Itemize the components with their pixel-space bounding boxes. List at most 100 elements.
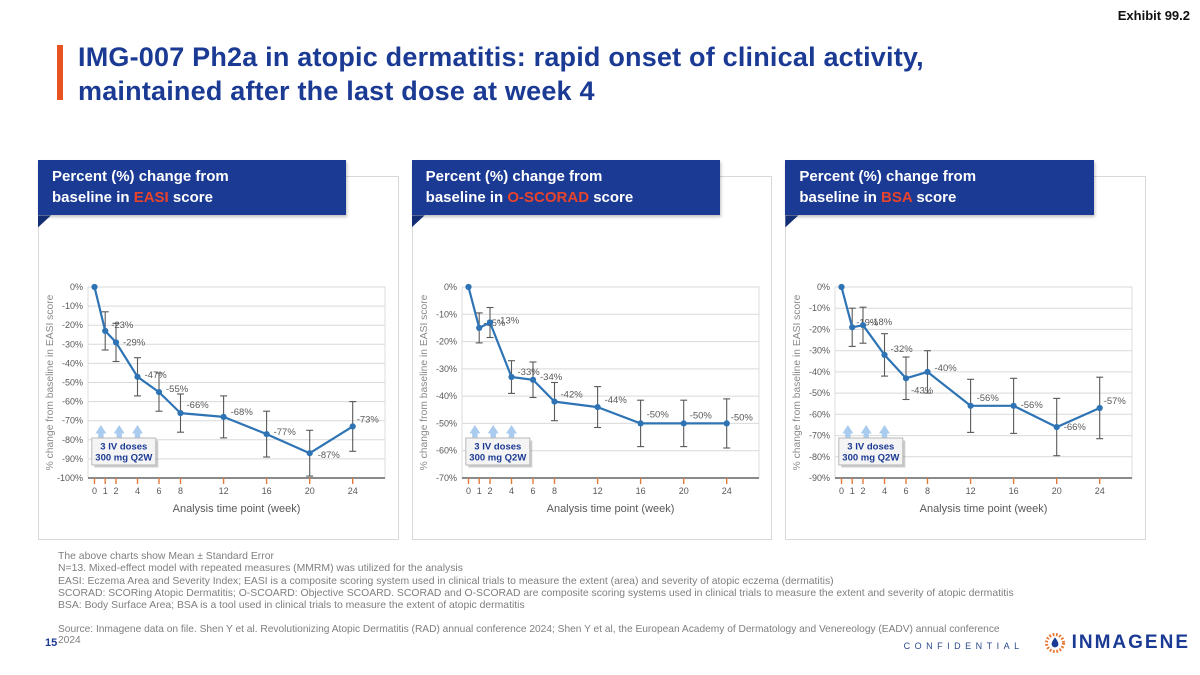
confidential-label: CONFIDENTIAL [903, 641, 1024, 651]
svg-text:-42%: -42% [560, 390, 583, 401]
svg-text:0: 0 [466, 486, 471, 496]
svg-text:16: 16 [635, 486, 645, 496]
chart-svg-oscorad: 0%-10%-20%-30%-40%-50%-60%-70%0 1 2 4 6 8 12 16… [419, 282, 760, 515]
svg-text:-55%: -55% [166, 384, 189, 395]
footnotes: The above charts show Mean ± Standard Er… [58, 551, 1170, 612]
svg-text:-20%: -20% [62, 320, 83, 330]
svg-text:-66%: -66% [187, 400, 210, 411]
banner-highlight: BSA [881, 188, 913, 206]
svg-text:2: 2 [487, 486, 492, 496]
svg-text:Analysis time point (week): Analysis time point (week) [920, 503, 1048, 515]
svg-text:-77%: -77% [274, 427, 297, 438]
svg-text:-70%: -70% [809, 431, 830, 441]
svg-text:6: 6 [904, 486, 909, 496]
svg-text:24: 24 [721, 486, 731, 496]
footnote-line: BSA: Body Surface Area; BSA is a tool us… [58, 600, 525, 612]
svg-text:-50%: -50% [809, 388, 830, 398]
svg-text:-60%: -60% [809, 409, 830, 419]
inmagene-logo-icon [1044, 633, 1065, 653]
charts-section: Percent (%) change from baseline in EASI… [38, 160, 1147, 540]
svg-text:-40%: -40% [436, 391, 457, 401]
svg-text:-73%: -73% [357, 414, 380, 425]
svg-text:4: 4 [882, 486, 887, 496]
svg-text:16: 16 [1009, 486, 1019, 496]
svg-text:-68%: -68% [231, 407, 254, 418]
svg-text:6: 6 [530, 486, 535, 496]
svg-text:-13%: -13% [497, 316, 520, 327]
inmagene-logo: INMAGENE [1042, 630, 1190, 656]
svg-text:-50%: -50% [646, 409, 669, 420]
svg-text:0%: 0% [817, 282, 830, 292]
svg-text:-56%: -56% [1021, 400, 1044, 411]
svg-text:8: 8 [552, 486, 557, 496]
svg-text:-40%: -40% [62, 358, 83, 368]
footnote-line: SCORAD: SCORing Atopic Dermatitis; O-SCO… [58, 587, 1014, 599]
banner-line1: Percent (%) change from [799, 168, 977, 185]
page-title: IMG-007 Ph2a in atopic dermatitis: rapid… [78, 40, 1138, 109]
svg-text:12: 12 [219, 486, 229, 496]
svg-text:-33%: -33% [517, 367, 540, 378]
svg-text:% change from baseline in EASI: % change from baseline in EASI score [45, 294, 56, 470]
footer-right: CONFIDENTIAL INMAGENE [904, 630, 1190, 656]
svg-text:-30%: -30% [436, 364, 457, 374]
banner-line1: Percent (%) change from [52, 168, 229, 185]
svg-text:-40%: -40% [935, 363, 958, 374]
svg-text:-70%: -70% [436, 473, 457, 483]
svg-text:-23%: -23% [111, 320, 134, 331]
footnote-line: EASI: Eczema Area and Severity Index; EA… [58, 575, 834, 587]
svg-text:-10%: -10% [809, 303, 830, 313]
svg-text:-44%: -44% [604, 395, 627, 406]
svg-text:1: 1 [476, 486, 481, 496]
exhibit-label: Exhibit 99.2 [1117, 8, 1190, 23]
svg-text:-10%: -10% [436, 309, 457, 319]
svg-text:-87%: -87% [318, 450, 341, 461]
svg-text:% change from baseline in EASI: % change from baseline in EASI score [792, 294, 803, 470]
svg-text:2: 2 [861, 486, 866, 496]
svg-text:-100%: -100% [57, 473, 83, 483]
svg-text:6: 6 [156, 486, 161, 496]
svg-text:3 IV doses: 3 IV doses [848, 442, 895, 453]
title-accent-bar [57, 45, 63, 100]
svg-text:8: 8 [925, 486, 930, 496]
svg-text:-60%: -60% [62, 397, 83, 407]
svg-text:-34%: -34% [540, 372, 563, 383]
svg-text:-50%: -50% [730, 412, 753, 423]
svg-text:-80%: -80% [809, 452, 830, 462]
svg-text:2: 2 [113, 486, 118, 496]
svg-text:-20%: -20% [809, 324, 830, 334]
svg-text:-18%: -18% [870, 317, 893, 328]
chart-svg-easi: 0% -10% -20% -30% -40% -50% -60% -70% -80% -90% -1… [45, 282, 386, 515]
svg-text:-10%: -10% [62, 301, 83, 311]
chart-panel-bsa: Percent (%) change from baseline in BSA … [785, 160, 1147, 540]
svg-text:24: 24 [1095, 486, 1105, 496]
svg-text:-66%: -66% [1064, 422, 1087, 433]
svg-text:4: 4 [135, 486, 140, 496]
chart-banner: Percent (%) change from baseline in O-SC… [411, 160, 721, 216]
chart-banner: Percent (%) change from baseline in BSA … [785, 160, 1094, 216]
svg-text:-57%: -57% [1104, 396, 1127, 407]
banner-highlight: O-SCORAD [507, 188, 590, 206]
svg-text:20: 20 [1052, 486, 1062, 496]
inmagene-logo-text: INMAGENE [1071, 632, 1190, 653]
svg-text:-90%: -90% [809, 473, 830, 483]
svg-text:-20%: -20% [436, 337, 457, 347]
svg-text:-15%: -15% [483, 318, 506, 329]
svg-text:12: 12 [592, 486, 602, 496]
svg-text:1: 1 [850, 486, 855, 496]
svg-text:-32%: -32% [891, 344, 914, 355]
svg-text:-30%: -30% [62, 339, 83, 349]
svg-text:-56%: -56% [977, 393, 1000, 404]
svg-text:8: 8 [178, 486, 183, 496]
svg-text:-29%: -29% [123, 337, 146, 348]
svg-text:300 mg Q2W: 300 mg Q2W [95, 453, 152, 464]
svg-text:-40%: -40% [809, 367, 830, 377]
chart-panel-easi: Percent (%) change from baseline in EASI… [38, 160, 399, 540]
svg-text:3 IV doses: 3 IV doses [474, 442, 521, 453]
svg-text:0%: 0% [70, 282, 83, 292]
svg-text:16: 16 [262, 486, 272, 496]
svg-text:24: 24 [348, 486, 358, 496]
svg-text:-47%: -47% [145, 370, 168, 381]
svg-text:4: 4 [509, 486, 514, 496]
svg-text:Analysis time point (week): Analysis time point (week) [173, 503, 301, 515]
svg-text:0: 0 [839, 486, 844, 496]
